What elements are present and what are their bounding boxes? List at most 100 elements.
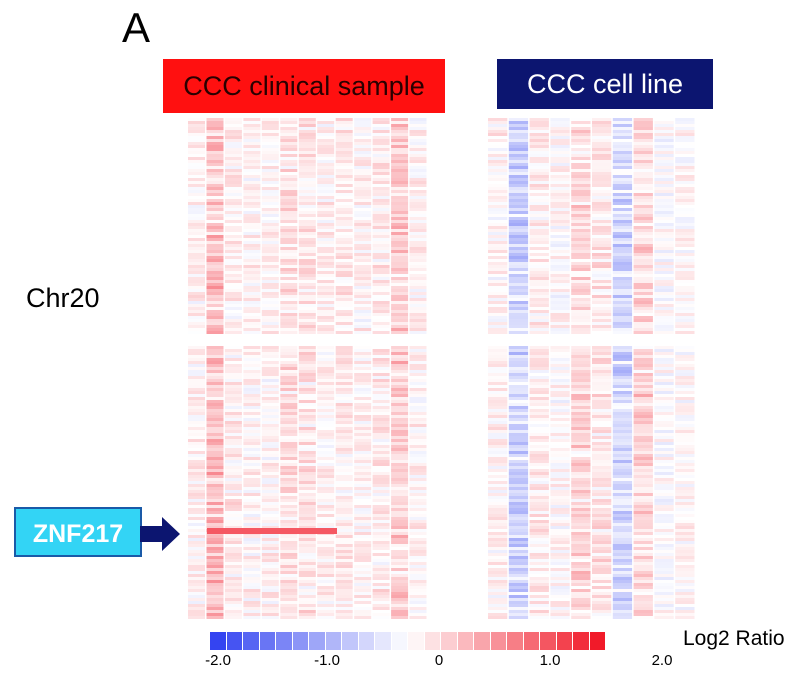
heatmap-cell [550,238,570,241]
heatmap-cell [488,418,508,421]
heatmap-cell [675,358,695,361]
heatmap-cell [372,184,390,187]
heatmap-cell [188,184,205,187]
heatmap-cell [243,604,261,607]
heatmap-cell [243,331,261,334]
heatmap-cell [224,523,242,526]
heatmap-cell [188,274,205,277]
heatmap-cell [280,496,298,499]
heatmap-cell [206,286,224,289]
heatmap-cell [391,454,409,457]
heatmap-cell [280,253,298,256]
heatmap-cell [188,592,205,595]
heatmap-cell [488,421,508,424]
heatmap-cell [335,454,353,457]
heatmap-cell [280,160,298,163]
heatmap-cell [317,448,335,451]
heatmap-cell [317,502,335,505]
heatmap-cell [409,580,427,583]
heatmap-cell [391,493,409,496]
heatmap-cell [508,415,529,418]
heatmap-cell [654,190,674,193]
heatmap-cell [612,361,633,364]
heatmap-cell [675,373,695,376]
heatmap-cell [550,328,570,331]
heatmap-cell [224,493,242,496]
heatmap-cell [391,529,409,532]
heatmap-cell [592,442,612,445]
heatmap-cell [409,589,427,592]
heatmap-cell [317,412,335,415]
heatmap-cell [571,181,591,184]
heatmap-cell [391,433,409,436]
heatmap-cell [675,394,695,397]
heatmap-cell [188,487,205,490]
heatmap-cell [354,187,372,190]
heatmap-cell [592,583,612,586]
heatmap-cell [354,523,372,526]
heatmap-cell [633,436,653,439]
heatmap-cell [675,568,695,571]
heatmap-cell [675,502,695,505]
heatmap-cell [298,553,316,556]
heatmap-cell [372,361,390,364]
heatmap-cell [409,541,427,544]
heatmap-cell [409,385,427,388]
heatmap-cell [571,235,591,238]
heatmap-cell [571,130,591,133]
heatmap-cell [261,451,279,454]
heatmap-cell [354,133,372,136]
colorbar-segment [523,632,540,650]
heatmap-cell [372,175,390,178]
heatmap-cell [298,223,316,226]
heatmap-cell [224,430,242,433]
heatmap-cell [206,571,224,574]
heatmap-cell [372,586,390,589]
heatmap-cell [488,403,508,406]
heatmap-cell [409,496,427,499]
heatmap-cell [243,187,261,190]
heatmap-cell [633,271,653,274]
heatmap-cell [488,196,508,199]
heatmap-cell [224,514,242,517]
heatmap-cell [675,208,695,211]
heatmap-cell [675,388,695,391]
heatmap-cell [372,445,390,448]
heatmap-cell [550,217,570,220]
heatmap-cell [317,478,335,481]
heatmap-cell [372,160,390,163]
heatmap-cell [354,553,372,556]
heatmap-cell [529,178,549,181]
heatmap-cell [529,247,549,250]
heatmap-cell [633,124,653,127]
heatmap-cell [206,463,224,466]
heatmap-cell [335,499,353,502]
heatmap-cell [675,532,695,535]
heatmap-cell [280,544,298,547]
heatmap-cell [654,385,674,388]
heatmap-cell [188,541,205,544]
heatmap-cell [571,598,591,601]
heatmap-cell [571,403,591,406]
heatmap-cell [317,433,335,436]
heatmap-cell [298,493,316,496]
heatmap-cell [488,295,508,298]
heatmap-cell [354,586,372,589]
heatmap-cell [335,577,353,580]
heatmap-cell [317,487,335,490]
heatmap-cell [188,562,205,565]
heatmap-cell [372,451,390,454]
heatmap-cell [675,550,695,553]
heatmap-cell [612,118,633,121]
heatmap-cell [409,133,427,136]
heatmap-cell [298,388,316,391]
heatmap-cell [335,187,353,190]
heatmap-cell [592,427,612,430]
heatmap-cell [550,400,570,403]
heatmap-cell [280,313,298,316]
heatmap-cell [372,286,390,289]
heatmap-cell [280,370,298,373]
heatmap-cell [675,295,695,298]
heatmap-cell [372,469,390,472]
heatmap-cell [188,595,205,598]
